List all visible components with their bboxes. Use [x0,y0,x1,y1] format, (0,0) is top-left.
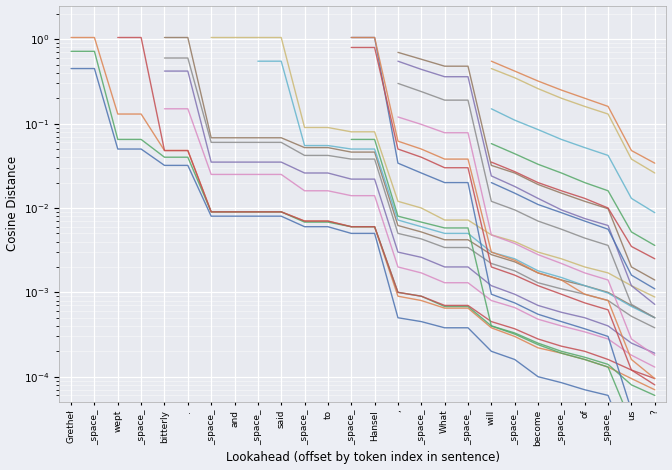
Y-axis label: Cosine Distance: Cosine Distance [5,156,19,251]
X-axis label: Lookahead (offset by token index in sentence): Lookahead (offset by token index in sent… [226,452,500,464]
